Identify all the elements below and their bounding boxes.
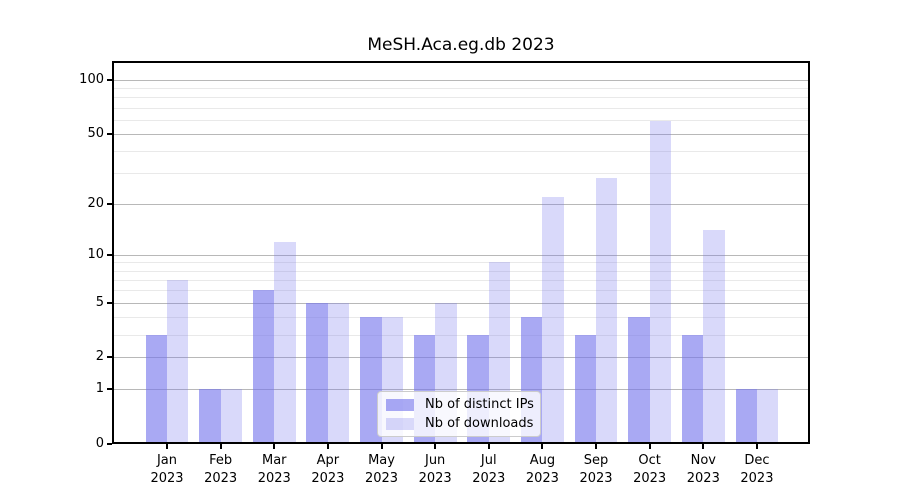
y-label-2: 2 [95, 349, 104, 365]
bar-downloads-apr [327, 302, 350, 444]
plot-area [112, 61, 810, 444]
x-tick-jul [487, 444, 490, 449]
x-tick-mar [273, 444, 276, 449]
x-tick-apr [326, 444, 329, 449]
x-label-aug: Aug 2023 [525, 453, 559, 486]
gridline-minor [112, 97, 810, 99]
bar-distinct-ips-oct [628, 316, 650, 444]
x-label-apr: Apr 2023 [311, 453, 345, 486]
gridline-minor [112, 119, 810, 121]
x-tick-jun [434, 444, 437, 449]
y-tick-5 [107, 301, 112, 304]
bar-downloads-mar [274, 241, 296, 444]
gridline-major [112, 389, 810, 391]
gridline-minor [112, 150, 810, 152]
gridline-major [112, 254, 810, 256]
y-tick-20 [107, 202, 112, 205]
y-tick-10 [107, 253, 112, 256]
gridline-minor [112, 262, 810, 264]
legend-label-distinct-ips: Nb of distinct IPs [425, 397, 534, 412]
bar-distinct-ips-sep [574, 334, 597, 444]
y-label-50: 50 [87, 125, 104, 141]
x-label-dec: Dec 2023 [740, 453, 774, 486]
bar-distinct-ips-mar [252, 290, 275, 444]
x-tick-may [380, 444, 383, 449]
bar-downloads-nov [703, 230, 725, 444]
gridline-minor [112, 290, 810, 292]
x-label-jul: Jul 2023 [472, 453, 506, 486]
x-tick-dec [755, 444, 758, 449]
y-tick-1 [107, 388, 112, 391]
bar-distinct-ips-dec [735, 389, 757, 444]
y-tick-50 [107, 132, 112, 135]
gridline-major [112, 79, 810, 81]
legend-swatch-downloads [386, 417, 414, 430]
gridline-minor [112, 334, 810, 336]
y-tick-2 [107, 356, 112, 359]
x-tick-oct [648, 444, 651, 449]
bar-downloads-jan [167, 279, 189, 444]
bar-distinct-ips-feb [199, 389, 221, 444]
x-label-oct: Oct 2023 [633, 453, 667, 486]
y-tick-0 [107, 443, 112, 445]
y-label-10: 10 [87, 246, 104, 262]
y-tick-100 [107, 78, 112, 81]
x-label-nov: Nov 2023 [686, 453, 720, 486]
gridline-major [112, 357, 810, 359]
bar-distinct-ips-apr [306, 302, 328, 444]
y-label-0: 0 [95, 436, 104, 451]
x-tick-feb [219, 444, 222, 449]
gridline-major [112, 133, 810, 135]
gridline-major [112, 302, 810, 304]
legend-swatch-distinct-ips [386, 398, 414, 411]
legend-item-downloads: Nb of downloads [386, 416, 534, 431]
x-label-may: May 2023 [364, 453, 399, 486]
x-tick-jan [166, 444, 168, 449]
gridline-minor [112, 316, 810, 318]
y-label-5: 5 [95, 294, 104, 310]
y-label-100: 100 [79, 71, 104, 87]
legend: Nb of distinct IPs Nb of downloads [377, 391, 541, 437]
chart-title: MeSH.Aca.eg.db 2023 [367, 35, 555, 55]
gridline-minor [112, 107, 810, 109]
y-label-1: 1 [95, 381, 104, 397]
x-label-jun: Jun 2023 [418, 453, 452, 486]
gridline-minor [112, 270, 810, 272]
bar-distinct-ips-jan [145, 334, 167, 444]
bar-downloads-feb [220, 389, 243, 444]
x-label-sep: Sep 2023 [579, 453, 613, 486]
bar-downloads-dec [756, 389, 779, 444]
gridline-major [112, 203, 810, 205]
bar-distinct-ips-may [360, 316, 382, 444]
gridline-minor [112, 87, 810, 89]
y-label-20: 20 [87, 195, 104, 211]
x-label-jan: Jan 2023 [150, 453, 184, 486]
x-label-feb: Feb 2023 [204, 453, 238, 486]
legend-label-downloads: Nb of downloads [425, 416, 534, 431]
bar-downloads-oct [649, 120, 672, 444]
legend-item-distinct-ips: Nb of distinct IPs [386, 397, 534, 412]
x-tick-sep [595, 444, 598, 449]
bar-downloads-aug [542, 196, 564, 444]
x-tick-nov [702, 444, 705, 449]
bar-downloads-sep [596, 178, 618, 444]
bar-distinct-ips-nov [681, 334, 704, 444]
gridline-minor [112, 279, 810, 281]
gridline-minor [112, 172, 810, 174]
x-label-mar: Mar 2023 [257, 453, 291, 486]
x-tick-aug [541, 444, 544, 449]
